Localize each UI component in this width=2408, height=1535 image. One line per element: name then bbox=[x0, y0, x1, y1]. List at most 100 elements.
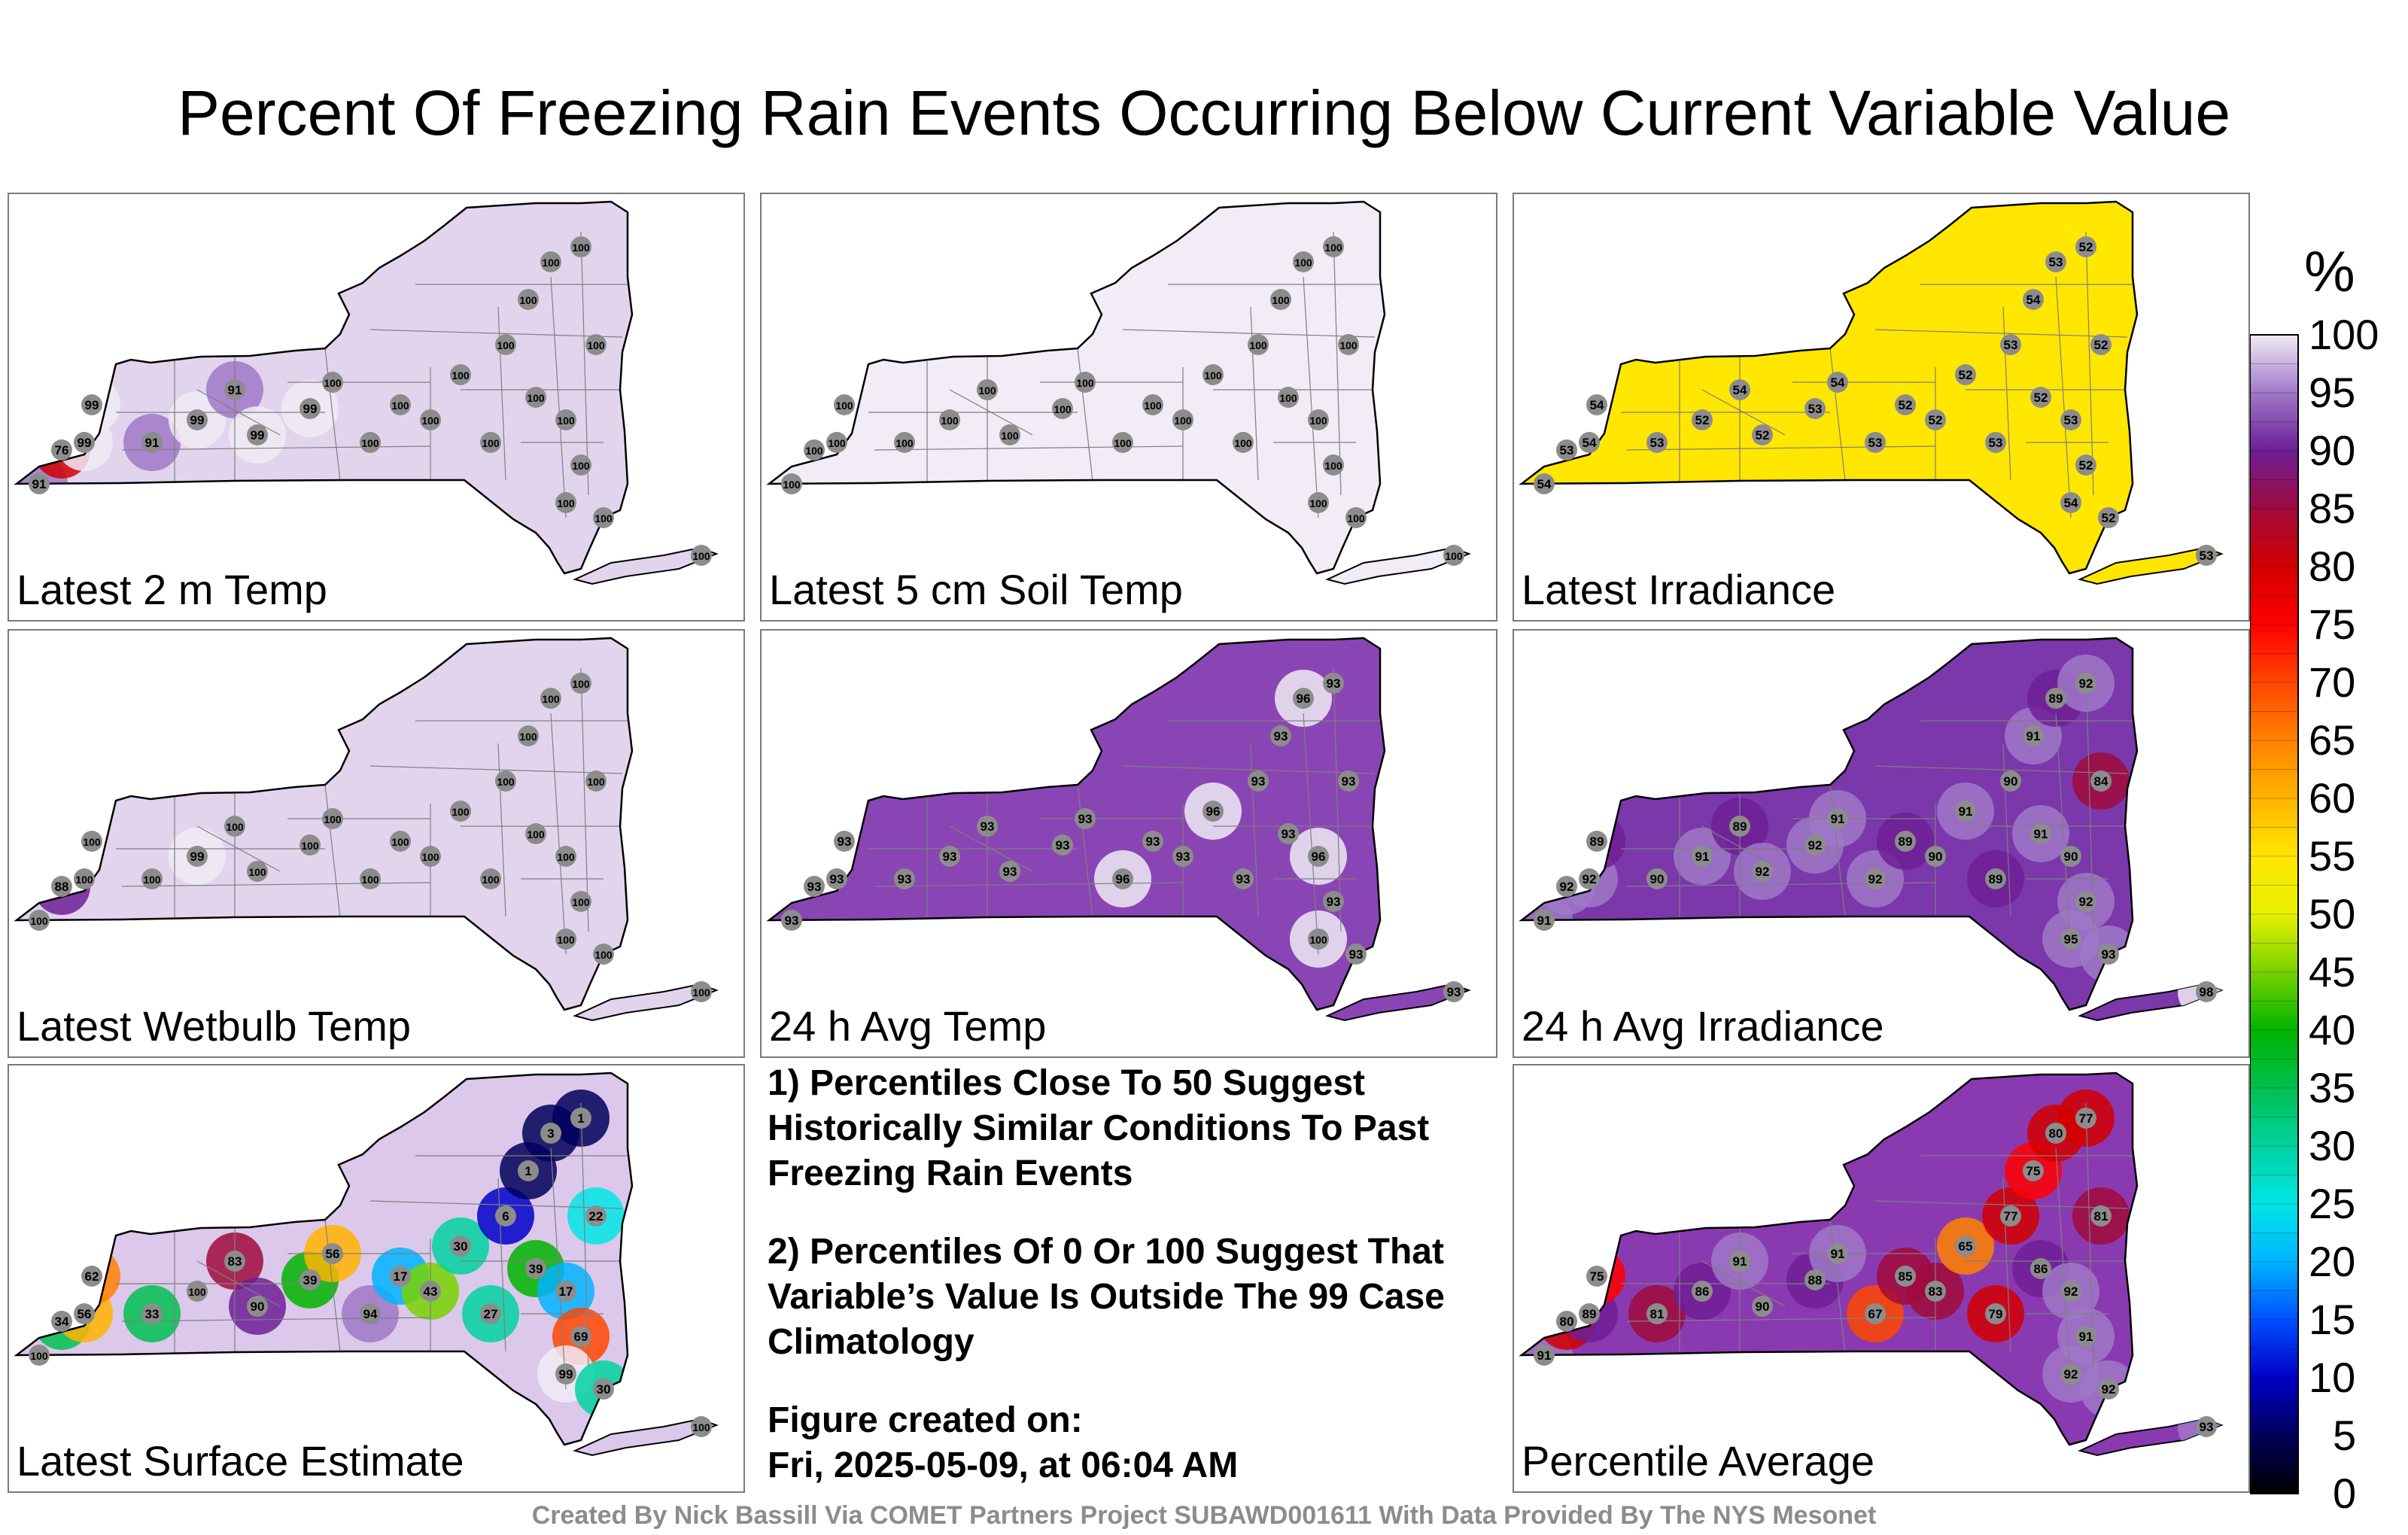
station-marker: 86 bbox=[1692, 1281, 1713, 1302]
station-marker: 100 bbox=[420, 409, 441, 430]
station-marker: 100 bbox=[322, 372, 343, 393]
station-value: 17 bbox=[394, 1269, 408, 1284]
county-line bbox=[2055, 276, 2072, 518]
station-value: 53 bbox=[1868, 436, 1883, 450]
station-value: 53 bbox=[2064, 413, 2078, 427]
station-value: 90 bbox=[1929, 850, 1943, 864]
station-value: 99 bbox=[190, 850, 205, 864]
station-marker: 93 bbox=[834, 831, 855, 852]
station-value: 52 bbox=[2079, 240, 2093, 254]
station-value: 93 bbox=[838, 834, 852, 849]
station-marker: 100 bbox=[555, 409, 576, 430]
station-marker: 93 bbox=[1345, 944, 1367, 965]
station-marker: 54 bbox=[1534, 473, 1555, 494]
state-outline bbox=[14, 637, 634, 1011]
long-island bbox=[2078, 546, 2224, 585]
station-marker: 93 bbox=[1278, 823, 1299, 844]
station-marker: 100 bbox=[518, 725, 539, 746]
colorbar-tick-label: 95 bbox=[2309, 369, 2356, 416]
state-map: 91 80 89 75 81 86 91 90 88 91 67 85 83 65 79 77 75 80 77 81… bbox=[1519, 1071, 2224, 1457]
station-value: 100 bbox=[1174, 415, 1192, 427]
station-value: 99 bbox=[85, 398, 99, 412]
station-value: 89 bbox=[1899, 834, 1913, 849]
station-marker: 100 bbox=[691, 981, 712, 1002]
station-value: 100 bbox=[1339, 339, 1358, 351]
panel-label: 24 h Avg Temp bbox=[769, 1002, 1047, 1050]
state-map: 93 93 93 93 93 93 93 93 93 93 96 93 93 96 93 93 93 96 93 93… bbox=[766, 637, 1471, 1022]
station-value: 90 bbox=[1650, 872, 1665, 886]
panel-label: Latest 2 m Temp bbox=[17, 566, 327, 613]
station-marker: 100 bbox=[1142, 394, 1163, 415]
colorbar-tick-label: 55 bbox=[2309, 832, 2356, 880]
station-value: 100 bbox=[482, 437, 500, 449]
station-value: 96 bbox=[1297, 692, 1311, 706]
county-line bbox=[580, 231, 589, 496]
station-value: 52 bbox=[1959, 368, 1973, 382]
station-value: 56 bbox=[78, 1307, 92, 1321]
county-line bbox=[497, 1178, 506, 1352]
station-marker: 100 bbox=[187, 1281, 208, 1302]
station-marker: 39 bbox=[525, 1258, 546, 1279]
station-marker: 43 bbox=[420, 1281, 441, 1302]
colorbar-tick-label: 80 bbox=[2309, 543, 2356, 590]
station-value: 92 bbox=[2064, 1367, 2078, 1382]
station-marker: 30 bbox=[450, 1236, 471, 1257]
station-marker: 100 bbox=[1075, 372, 1096, 393]
station-marker: 100 bbox=[1443, 545, 1464, 566]
station-marker: 54 bbox=[1827, 372, 1848, 393]
station-value: 91 bbox=[1695, 850, 1710, 864]
county-line bbox=[1874, 765, 2128, 774]
station-marker: 100 bbox=[834, 394, 855, 415]
station-value: 99 bbox=[559, 1367, 573, 1382]
station-marker: 90 bbox=[2060, 846, 2081, 867]
station-marker: 93 bbox=[826, 868, 847, 889]
station-value: 90 bbox=[251, 1299, 265, 1314]
station-marker: 100 bbox=[29, 1345, 50, 1366]
station-marker: 91 bbox=[2030, 823, 2051, 844]
station-value: 79 bbox=[1989, 1307, 2003, 1321]
station-marker: 93 bbox=[1323, 673, 1344, 694]
station-value: 90 bbox=[1756, 1299, 1770, 1314]
station-marker: 54 bbox=[1586, 394, 1607, 415]
state-outline bbox=[14, 200, 634, 575]
panel-label: 24 h Avg Irradiance bbox=[1522, 1002, 1884, 1050]
state-outline bbox=[1519, 637, 2139, 1011]
station-marker: 93 bbox=[1075, 808, 1096, 829]
station-value: 54 bbox=[1733, 383, 1747, 397]
station-marker: 100 bbox=[585, 334, 607, 355]
station-marker: 100 bbox=[1323, 236, 1344, 257]
station-marker: 100 bbox=[1172, 409, 1193, 430]
colorbar-tick-label: 70 bbox=[2309, 658, 2356, 706]
station-value: 100 bbox=[30, 915, 48, 927]
station-marker: 90 bbox=[2000, 771, 2021, 792]
county-line bbox=[2055, 1147, 2072, 1390]
panel-24h-avg-irradiance: 91 92 92 89 90 91 89 92 92 91 92 89 90 91 89 90 91 89 92 84… bbox=[1513, 629, 2250, 1058]
station-marker: 100 bbox=[322, 808, 343, 829]
station-value: 65 bbox=[1959, 1239, 1973, 1254]
county-line bbox=[1122, 329, 1376, 338]
station-value: 100 bbox=[557, 851, 575, 863]
station-marker: 52 bbox=[1692, 409, 1713, 430]
panel-latest-surface-estimate: 100 34 56 62 33 100 83 90 39 56 94 17 43 30 27 6 1 3 1 22 39… bbox=[8, 1064, 745, 1493]
station-marker: 52 bbox=[1955, 364, 1976, 385]
county-line bbox=[2002, 1178, 2011, 1352]
station-marker: 53 bbox=[1865, 432, 1886, 453]
station-marker: 96 bbox=[1202, 801, 1224, 822]
station-marker: 80 bbox=[1556, 1311, 1577, 1332]
station-marker: 92 bbox=[2075, 891, 2096, 912]
state-outline bbox=[1519, 200, 2139, 575]
station-marker: 91 bbox=[29, 473, 50, 494]
station-marker: 89 bbox=[1729, 816, 1750, 837]
county-line bbox=[324, 784, 341, 918]
station-marker: 22 bbox=[585, 1205, 607, 1226]
station-marker: 100 bbox=[1202, 364, 1224, 385]
station-marker: 100 bbox=[360, 432, 381, 453]
station-value: 27 bbox=[484, 1307, 498, 1321]
station-marker: 84 bbox=[2090, 771, 2112, 792]
station-value: 93 bbox=[1236, 872, 1251, 886]
station-value: 100 bbox=[587, 776, 605, 788]
station-marker: 88 bbox=[51, 876, 72, 897]
station-value: 100 bbox=[527, 392, 545, 404]
station-marker: 52 bbox=[2030, 387, 2051, 408]
colorbar-tick-label: 5 bbox=[2333, 1412, 2357, 1459]
